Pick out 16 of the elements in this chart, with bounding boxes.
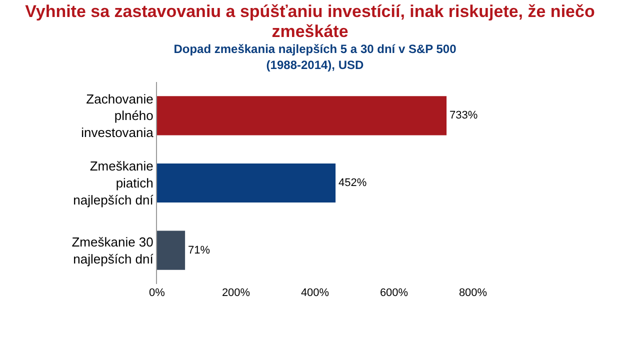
data-label: 733% (450, 110, 478, 122)
x-tick-label: 400% (300, 287, 330, 299)
x-tick-label: 800% (458, 287, 488, 299)
y-tick-label: Zmeškanie piatich najlepších dní (73, 158, 154, 208)
chart-subtitle: Dopad zmeškania najlepších 5 a 30 dní v S&P 500 (1988-2014), USD (172, 41, 458, 73)
data-label: 71% (188, 244, 210, 256)
y-tick-label: Zachovanie plného investovania (81, 91, 154, 140)
chart-title: Vyhnite sa zastavovaniu a spúšťaniu investícií, inak riskujete, že niečo zmeškáte (24, 2, 596, 42)
y-tick-label: Zmeškanie 30 najlepších dní (72, 234, 154, 266)
x-tick-label: 600% (380, 287, 408, 299)
bar (157, 163, 336, 203)
x-tick-label: 0% (149, 287, 166, 299)
x-tick-label: 200% (222, 287, 250, 299)
data-label: 452% (338, 177, 367, 189)
bar (157, 230, 186, 270)
bar (157, 96, 447, 136)
